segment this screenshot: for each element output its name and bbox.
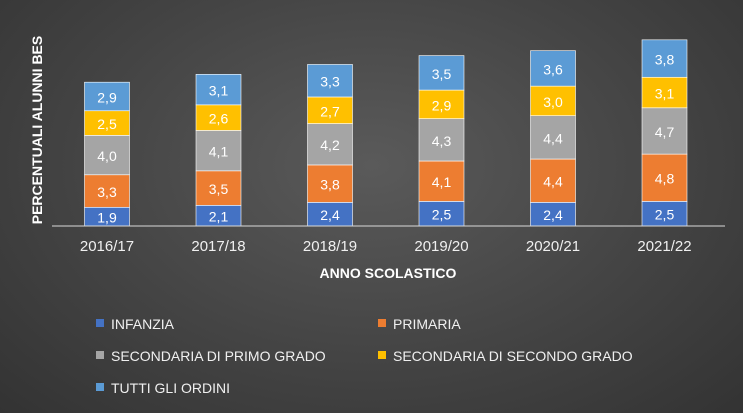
bar-segment [418,89,465,119]
data-label: 4,2 [320,137,340,153]
data-label: 4,3 [432,133,452,149]
x-tick-label: 2020/21 [526,238,580,255]
bar-segment [195,130,242,172]
data-label: 3,3 [97,184,117,200]
data-label: 4,0 [97,148,117,164]
data-label: 2,9 [97,89,117,105]
bar-segment [418,118,465,162]
legend-swatch [96,383,104,391]
bar-segment [641,107,688,155]
data-label: 2,6 [209,111,229,127]
legend-swatch [378,319,386,327]
data-label: 3,1 [655,86,675,102]
data-label: 3,6 [543,61,563,77]
legend-label: TUTTI GLI ORDINI [111,380,230,396]
bar-segment [195,170,242,206]
data-label: 3,8 [655,52,675,68]
x-axis-ticks: 2016/17 2017/18 2018/19 2019/20 2020/21 2021/… [80,238,692,255]
legend-swatch [96,351,104,359]
bar-segment [530,115,576,160]
data-label: 4,4 [543,130,563,146]
data-label: 4,8 [655,171,675,187]
legend-label: SECONDARIA DI SECONDO GRADO [393,348,633,364]
data-label: 4,1 [209,144,229,160]
data-label: 2,1 [209,209,229,225]
x-tick-label: 2021/22 [637,238,691,255]
legend-label: INFANZIA [111,316,175,332]
data-label: 1,9 [97,210,117,226]
data-label: 3,1 [209,83,229,99]
bar-segment [307,123,353,166]
bar-segment [641,76,688,109]
data-label: 2,5 [432,207,452,223]
x-axis-title: ANNO SCOLASTICO [320,265,457,281]
data-label: 2,9 [432,97,452,113]
data-label: 2,4 [543,207,563,223]
legend-swatch [96,319,104,327]
legend-label: SECONDARIA DI PRIMO GRADO [111,348,326,364]
x-tick-label: 2018/19 [303,238,357,255]
bar-segment [641,201,688,227]
x-tick-label: 2016/17 [80,238,134,255]
data-label: 4,1 [432,174,452,190]
plot-area: 1,9 3,3 4,0 2,5 2,9 2,1 3,5 4,1 2,6 3,1 2,4 3,8 4,2 2… [84,39,688,227]
legend: INFANZIA PRIMARIA SECONDARIA DI PRIMO GRAD… [96,316,633,396]
bar-segment [84,174,130,208]
bar-segment [530,158,576,203]
data-label: 4,7 [655,124,675,140]
bar-segment [641,39,688,78]
data-label: 3,8 [320,177,340,193]
x-tick-label: 2017/18 [191,238,245,255]
bar-segment [307,164,353,203]
bar-segment [641,153,688,202]
data-label: 2,5 [655,207,675,223]
y-axis-title: PERCENTUALI ALUNNI BES [29,36,45,225]
data-label: 2,5 [97,116,117,132]
legend-swatch [378,351,386,359]
data-label: 3,3 [320,74,340,90]
bar-segment [418,160,465,202]
bar-segment [418,55,465,91]
data-label: 2,4 [320,207,340,223]
bar-segment [195,74,242,106]
bar-segment [84,81,130,112]
x-tick-label: 2019/20 [414,238,468,255]
data-label: 3,5 [432,66,452,82]
bar-segment [307,64,353,98]
data-label: 3,5 [209,181,229,197]
data-label: 3,0 [543,94,563,110]
bar-segment [530,50,576,87]
bar-segment [195,104,242,131]
data-label: 4,4 [543,174,563,190]
legend-label: PRIMARIA [393,316,461,332]
data-label: 2,7 [320,103,340,119]
bar-segment [84,110,130,136]
